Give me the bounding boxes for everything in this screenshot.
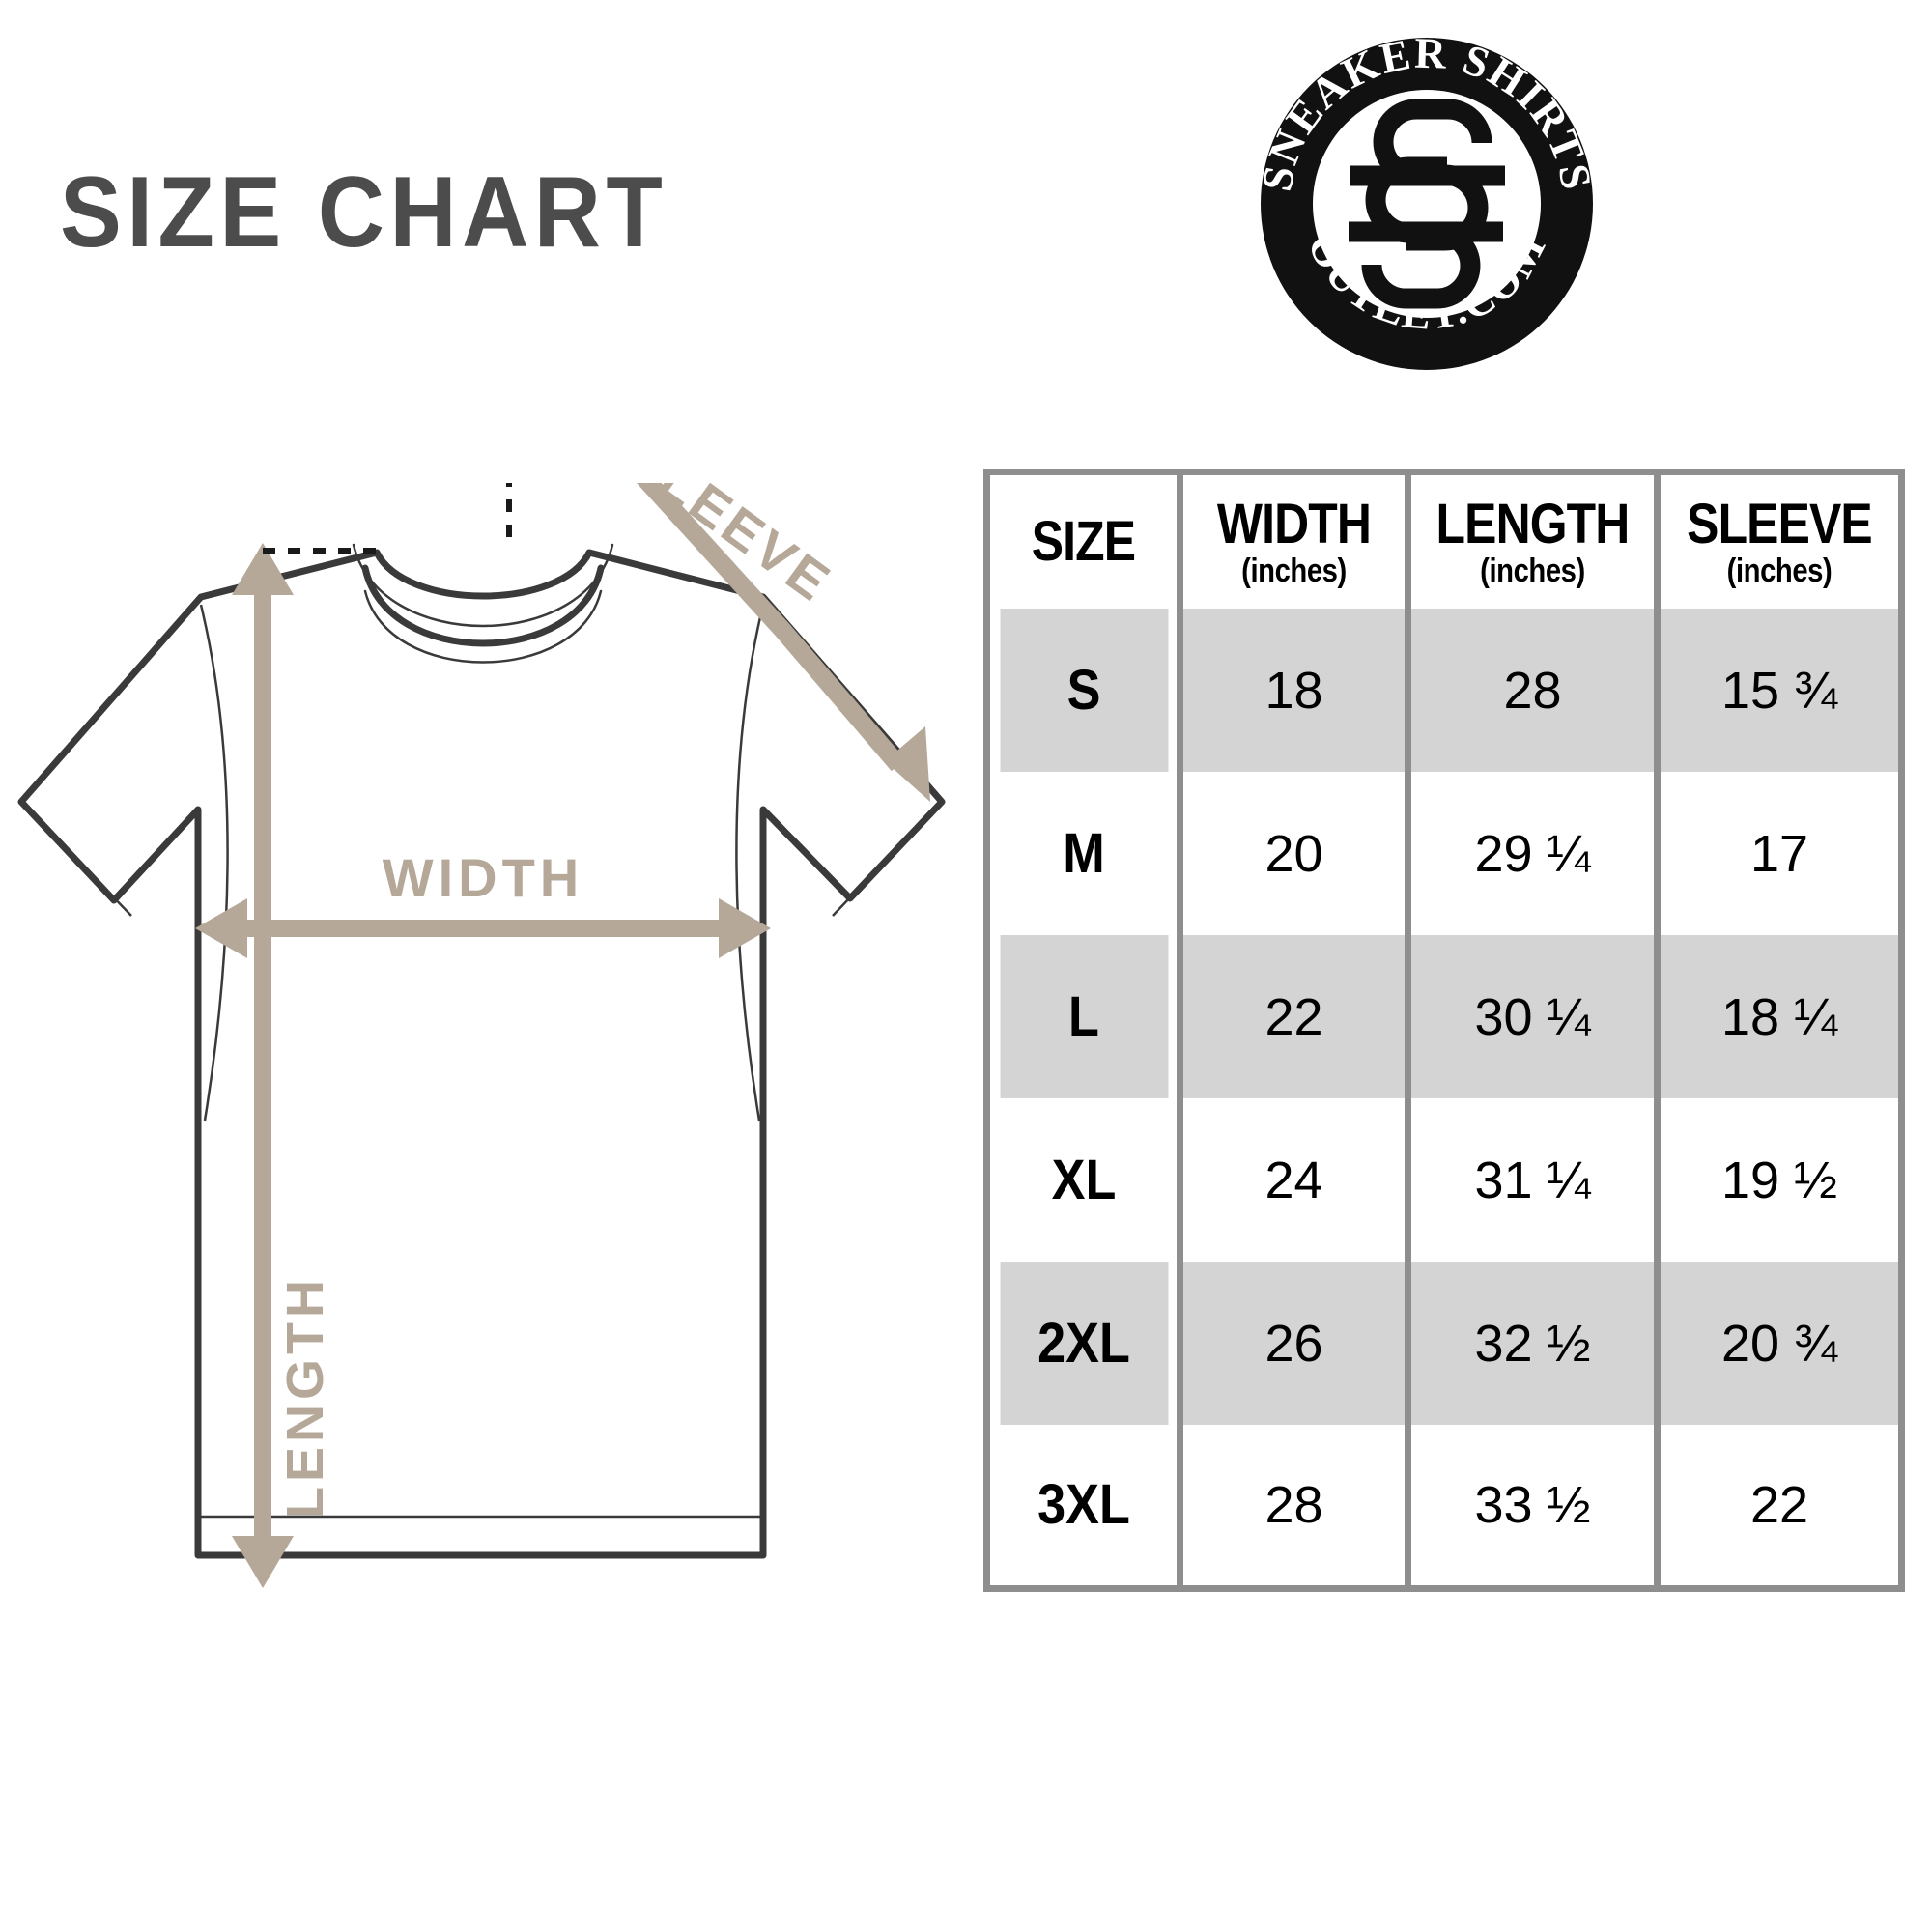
column-header-width-units: (inches) [1241, 553, 1347, 590]
length-arrow [232, 543, 294, 1588]
tshirt-cuff-left [38, 818, 132, 917]
column-header-size: SIZE [986, 471, 1183, 609]
table-row: M 20 29 ¼ 17 [987, 772, 1902, 935]
sleeve-arrow [636, 483, 930, 802]
row-length-value: 33 ½ [1405, 1425, 1661, 1588]
table-row: 3XL 28 33 ½ 22 [987, 1425, 1902, 1588]
row-width-value: 24 [1177, 1098, 1411, 1262]
column-header-length: LENGTH (inches) [1405, 471, 1661, 609]
column-header-width: WIDTH (inches) [1177, 471, 1411, 609]
column-header-length-units: (inches) [1480, 553, 1585, 590]
tshirt-armhole-right [735, 604, 765, 1122]
tshirt-collar-outer [361, 564, 605, 647]
table-row: 2XL 26 32 ½ 20 ¾ [987, 1262, 1902, 1425]
tshirt-armhole-left [199, 604, 229, 1122]
row-length-value: 30 ¼ [1405, 935, 1661, 1098]
row-length-value: 29 ¼ [1405, 772, 1661, 935]
table-row: XL 24 31 ¼ 19 ½ [987, 1098, 1902, 1262]
row-width-value: 22 [1177, 935, 1411, 1098]
width-arrow [195, 898, 771, 958]
column-header-width-main: WIDTH [1216, 493, 1372, 556]
row-length-value: 31 ¼ [1405, 1098, 1661, 1262]
row-width-value: 20 [1177, 772, 1411, 935]
tshirt-measurement-diagram: LENGTH WIDTH SLEEVE [17, 483, 946, 1588]
row-sleeve-value: 17 [1654, 772, 1902, 935]
row-width-value: 28 [1177, 1425, 1411, 1588]
column-header-size-main: SIZE [1031, 510, 1136, 574]
row-size-label: XL [996, 1098, 1174, 1262]
row-size-label: M [996, 772, 1174, 935]
size-chart-table: SIZE WIDTH (inches) LENGTH (inches) SLEE… [983, 469, 1905, 1592]
row-size-label: L [996, 935, 1174, 1098]
column-header-length-main: LENGTH [1435, 493, 1631, 556]
row-sleeve-value: 19 ½ [1654, 1098, 1902, 1262]
tshirt-outline [17, 549, 946, 1559]
column-header-sleeve: SLEEVE (inches) [1654, 471, 1902, 609]
row-length-value: 32 ½ [1405, 1262, 1661, 1425]
row-size-label: 3XL [996, 1425, 1174, 1588]
row-width-value: 26 [1177, 1262, 1411, 1425]
table-header-row: SIZE WIDTH (inches) LENGTH (inches) SLEE… [986, 471, 1902, 609]
table-row: S 18 28 15 ¾ [987, 609, 1902, 772]
sneaker-shirts-outlet-logo: SNEAKER SHIRTS OUTLET.COM [1252, 29, 1600, 376]
row-sleeve-value: 20 ¾ [1654, 1262, 1902, 1425]
tshirt-collar-inner-1 [352, 543, 614, 628]
logo-monogram [1349, 99, 1505, 309]
row-sleeve-value: 22 [1654, 1425, 1902, 1588]
column-header-sleeve-main: SLEEVE [1687, 493, 1873, 556]
width-label: WIDTH [383, 847, 584, 908]
row-size-label: S [996, 609, 1174, 772]
row-length-value: 28 [1405, 609, 1661, 772]
row-sleeve-value: 18 ¼ [1654, 935, 1902, 1098]
tshirt-collar-inner-2 [363, 589, 603, 664]
page-title: SIZE CHART [60, 156, 668, 269]
column-header-sleeve-units: (inches) [1726, 553, 1833, 590]
table-row: L 22 30 ¼ 18 ¼ [987, 935, 1902, 1098]
row-size-label: 2XL [996, 1262, 1174, 1425]
length-label: LENGTH [276, 1275, 334, 1519]
tshirt-cuff-right [832, 818, 925, 917]
row-sleeve-value: 15 ¾ [1654, 609, 1902, 772]
row-width-value: 18 [1177, 609, 1411, 772]
